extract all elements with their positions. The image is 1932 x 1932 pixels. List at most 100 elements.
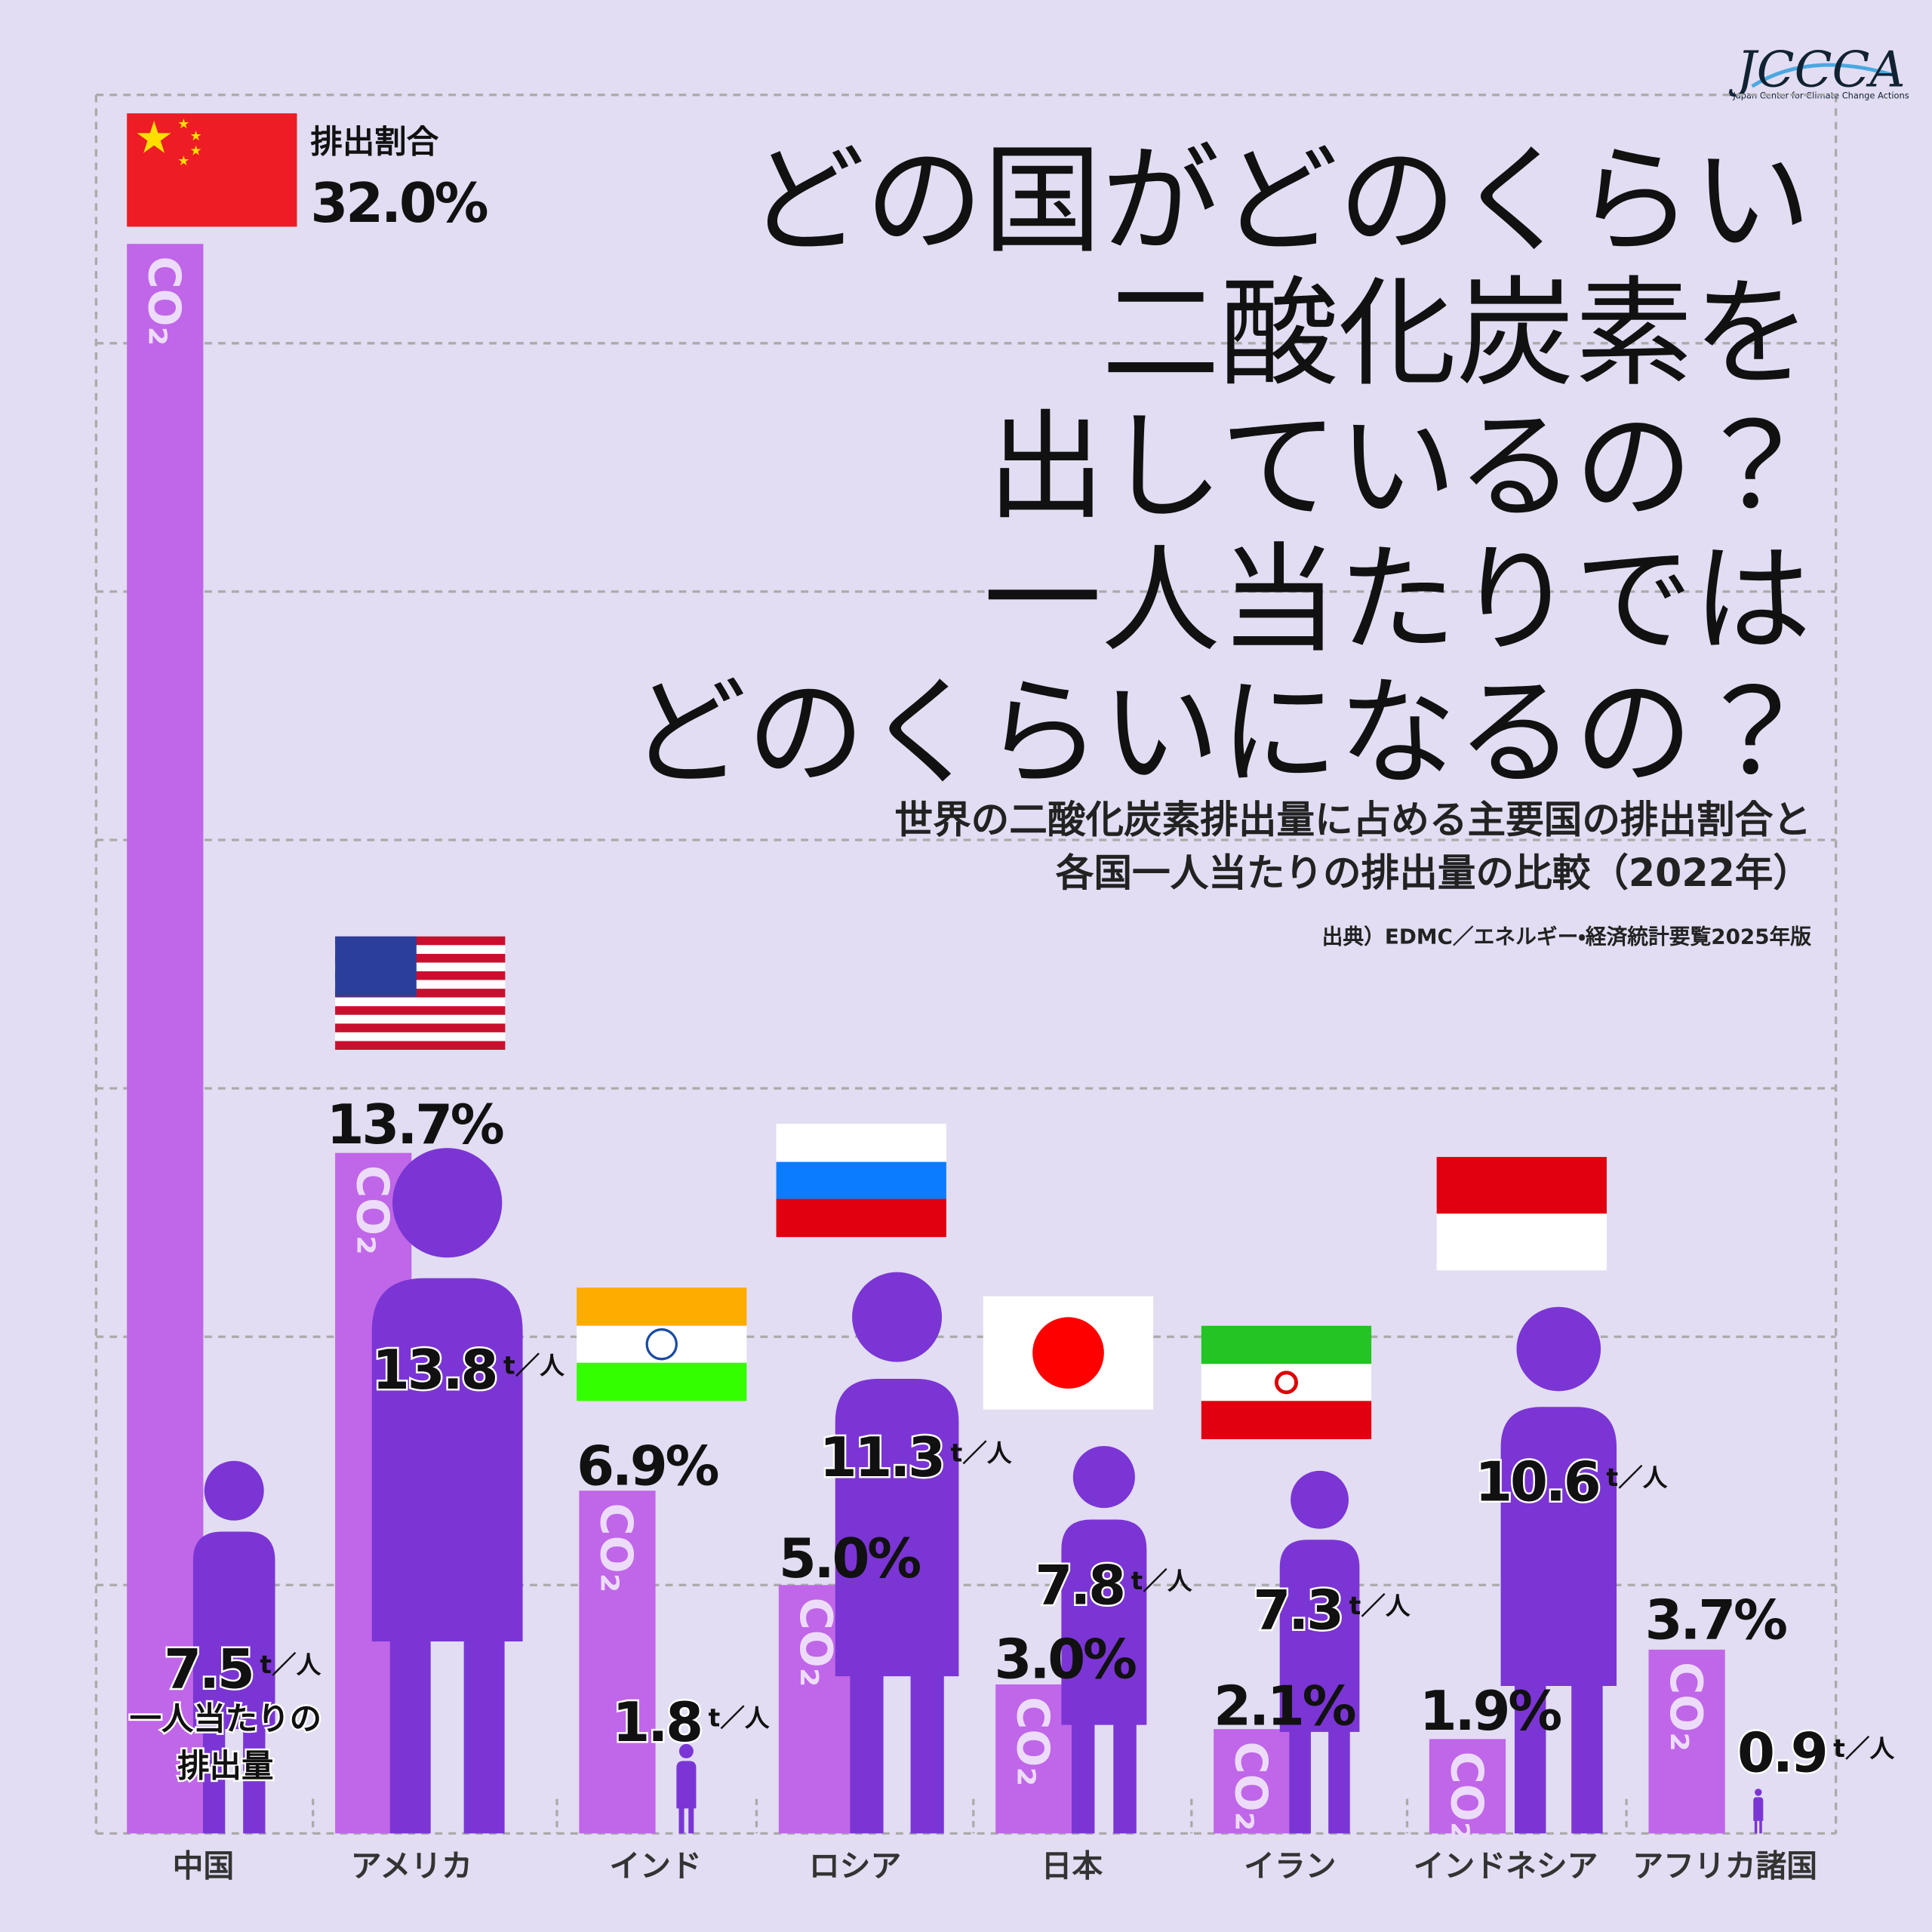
- share-bar: [127, 244, 204, 1834]
- flag-band: [1201, 1364, 1372, 1401]
- flag: [335, 936, 506, 1051]
- bar-text: CO₂: [790, 1598, 842, 1687]
- x-tick-label: 日本: [1041, 1848, 1103, 1884]
- flag: [577, 1287, 747, 1401]
- per-capita-label: 10.6: [1475, 1451, 1598, 1514]
- flag-stripe: [335, 936, 506, 946]
- person-body: [1753, 1797, 1764, 1821]
- person: [835, 1272, 959, 1834]
- title-line: 出しているの？: [987, 398, 1811, 536]
- flag-stripe: [335, 971, 506, 980]
- flag-stripe: [335, 989, 506, 998]
- per-capita-label: 11.3: [820, 1426, 943, 1489]
- per-capita-unit: t／人: [503, 1351, 565, 1380]
- flag-disc: [1032, 1317, 1104, 1389]
- logo-arc: [1751, 63, 1899, 88]
- x-tick-label: アメリカ: [351, 1848, 472, 1884]
- per-capita-caption: 一人当たりの: [129, 1701, 321, 1738]
- x-tick-label: インド: [609, 1848, 701, 1884]
- flag-stripe: [335, 1014, 506, 1024]
- flag-stripe: [335, 1006, 506, 1015]
- per-capita-unit: t／人: [1349, 1592, 1411, 1620]
- share-bar: [579, 1491, 656, 1834]
- flag-band: [1201, 1401, 1372, 1439]
- flag-stripe: [335, 1032, 506, 1041]
- per-capita-unit: t／人: [260, 1651, 321, 1679]
- person-leg: [389, 1640, 431, 1834]
- flag-band: [577, 1287, 747, 1326]
- person-leg: [688, 1807, 694, 1834]
- flag: ★ ★★★★: [127, 111, 297, 227]
- person-head: [204, 1460, 264, 1521]
- flag-stripe: [335, 997, 506, 1007]
- person-body: [192, 1531, 275, 1730]
- title-line: 一人当たりでは: [983, 531, 1811, 669]
- source: 出典）EDMC／エネルギー・経済統計要覧2025年版: [1322, 924, 1812, 949]
- person-leg: [1328, 1730, 1350, 1834]
- person: [676, 1743, 697, 1834]
- flag-stripe: [335, 945, 506, 954]
- share-label: 32.0%: [310, 171, 487, 235]
- person-leg: [678, 1807, 685, 1834]
- per-capita-unit: t／人: [709, 1703, 770, 1732]
- flag-stripe: [335, 1023, 506, 1032]
- flag-field: [127, 113, 297, 227]
- person-leg: [243, 1727, 266, 1834]
- person-leg: [1113, 1724, 1137, 1834]
- person-leg: [1514, 1684, 1546, 1834]
- per-capita-label: 7.8: [1035, 1554, 1123, 1617]
- person-body: [835, 1378, 959, 1677]
- share-label: 5.0%: [779, 1527, 920, 1590]
- person: [192, 1460, 275, 1834]
- person-head: [678, 1743, 694, 1758]
- per-capita-unit: t／人: [1131, 1567, 1192, 1595]
- share-label: 1.9%: [1420, 1679, 1561, 1743]
- flag-stripe: [335, 953, 506, 963]
- share-bar: [995, 1684, 1072, 1834]
- person: [371, 1148, 523, 1834]
- flag-band: [1436, 1214, 1607, 1271]
- person-head: [1755, 1789, 1762, 1796]
- per-capita-label: 0.9: [1737, 1721, 1826, 1785]
- flag-band: [776, 1123, 946, 1162]
- flag-band: [776, 1161, 946, 1199]
- bar-text: CO₂: [139, 256, 191, 346]
- flag-band: [1436, 1157, 1607, 1214]
- person: [1753, 1789, 1764, 1834]
- flag-star: ★: [177, 153, 189, 169]
- per-capita-label: 13.8: [372, 1338, 496, 1401]
- flag: [983, 1296, 1154, 1410]
- per-capita-label: 7.3: [1253, 1578, 1341, 1641]
- share-bar: [1648, 1649, 1725, 1834]
- person-head: [392, 1148, 503, 1258]
- per-capita-label: 7.5: [164, 1638, 252, 1701]
- flag-star: ★: [190, 143, 202, 159]
- x-tick-label: インドネシア: [1414, 1848, 1598, 1884]
- share-label: 6.9%: [577, 1434, 718, 1497]
- flag: [1436, 1157, 1607, 1271]
- bar-text: CO₂: [591, 1503, 643, 1593]
- bar-text: CO₂: [1226, 1741, 1278, 1831]
- person-leg: [202, 1727, 226, 1834]
- bar-text: CO₂: [346, 1165, 398, 1255]
- share-label: 2.1%: [1214, 1675, 1355, 1738]
- flag-star: ★: [177, 116, 189, 132]
- subtitle-line: 各国一人当たりの排出量の比較（2022年）: [1056, 851, 1811, 895]
- per-capita-label: 1.8: [612, 1690, 700, 1754]
- flag-star: ★: [134, 111, 174, 163]
- person-leg: [850, 1675, 884, 1834]
- flag-star: ★: [190, 128, 202, 144]
- person-body: [1279, 1540, 1360, 1732]
- person-leg: [463, 1640, 505, 1834]
- person-head: [852, 1272, 943, 1362]
- share-bar: [1214, 1729, 1291, 1834]
- per-capita-unit: t／人: [951, 1438, 1012, 1467]
- x-tick-label: イラン: [1244, 1848, 1336, 1884]
- title-line: どのくらいになるの？: [629, 664, 1811, 801]
- bar-text: CO₂: [1441, 1752, 1493, 1841]
- title-line: 二酸化炭素を: [1102, 265, 1811, 402]
- share-label: 13.7%: [327, 1093, 503, 1156]
- person-leg: [910, 1675, 944, 1834]
- person-body: [1061, 1519, 1147, 1725]
